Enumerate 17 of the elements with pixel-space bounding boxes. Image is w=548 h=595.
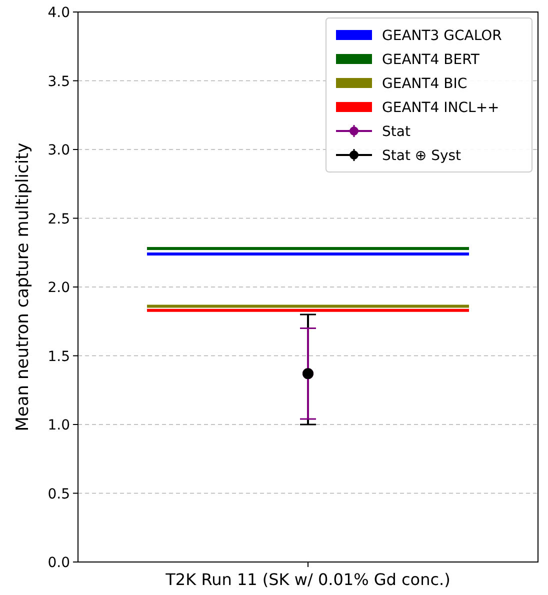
x-tick-label: T2K Run 11 (SK w/ 0.01% Gd conc.) xyxy=(164,570,450,589)
y-axis-title: Mean neutron capture multiplicity xyxy=(13,142,33,432)
y-tick-label: 3.0 xyxy=(48,142,70,158)
y-tick-label: 4.0 xyxy=(48,5,70,21)
y-tick-label: 2.0 xyxy=(48,280,70,296)
y-tick-label: 3.5 xyxy=(48,74,70,90)
legend-label: GEANT4 BIC xyxy=(382,76,468,92)
y-tick-label: 0.5 xyxy=(48,486,70,502)
y-tick-label: 1.0 xyxy=(48,418,70,434)
legend-label: Stat xyxy=(382,124,411,140)
y-tick-label: 0.0 xyxy=(48,555,70,571)
legend-label: GEANT3 GCALOR xyxy=(382,28,502,44)
legend-label: GEANT4 BERT xyxy=(382,52,480,68)
y-tick-label: 1.5 xyxy=(48,348,70,365)
legend-label: GEANT4 INCL++ xyxy=(382,100,500,116)
legend-label: Stat ⊕ Syst xyxy=(382,148,462,164)
y-tick-label: 2.5 xyxy=(48,211,70,228)
